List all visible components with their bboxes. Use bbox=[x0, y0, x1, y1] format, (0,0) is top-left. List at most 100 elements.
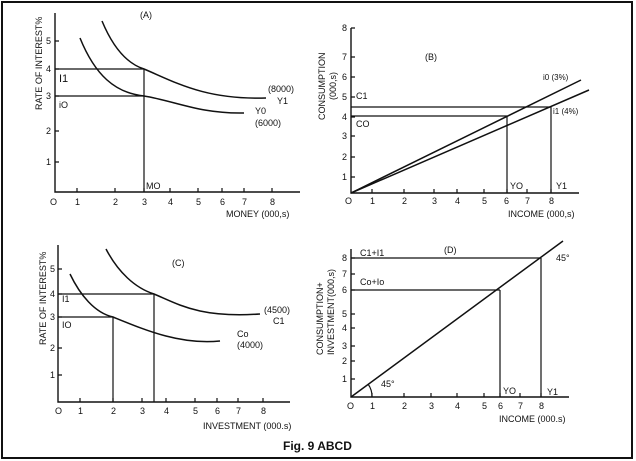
tick-label: 8 bbox=[270, 197, 275, 207]
angle-arc bbox=[367, 383, 373, 398]
label-c0: CO bbox=[356, 119, 370, 129]
panel-d-axes bbox=[350, 249, 569, 398]
tick-label: 4 bbox=[342, 323, 347, 333]
label-y0: Y0 bbox=[255, 106, 266, 116]
panel-b-ticks bbox=[351, 27, 552, 193]
panel-c-ytick-labels: 1 2 3 4 5 bbox=[50, 264, 55, 380]
tick-label: 4 bbox=[164, 406, 169, 416]
panel-a-title: (A) bbox=[140, 10, 152, 20]
tick-label: 3 bbox=[432, 196, 437, 206]
panel-b-xtick-labels: O 1 2 3 4 5 6 7 8 bbox=[345, 196, 554, 206]
tick-label: 5 bbox=[46, 36, 51, 46]
panel-c-xtick-labels: O 1 2 3 4 5 6 7 8 bbox=[55, 406, 266, 416]
panel-a-axes bbox=[54, 13, 300, 193]
tick-label: 2 bbox=[46, 126, 51, 136]
tick-label: 1 bbox=[370, 401, 375, 411]
label-y1: Y1 bbox=[277, 96, 288, 106]
tick-label: 5 bbox=[50, 264, 55, 274]
curve-y1 bbox=[101, 20, 267, 99]
label-y1: Y1 bbox=[547, 387, 558, 397]
label-c1-value: (4500) bbox=[264, 305, 290, 315]
line-i1 bbox=[350, 89, 590, 194]
label-i0-line: i0 (3%) bbox=[543, 73, 569, 82]
panel-a-ticks bbox=[55, 40, 273, 192]
panel-b-title: (B) bbox=[425, 52, 437, 62]
tick-label: 3 bbox=[342, 341, 347, 351]
panel-c: (C) RATE OF INTEREST% INVESTMENT (000.s)… bbox=[38, 245, 291, 431]
panel-b-ylabel: CONSUMPTION bbox=[317, 53, 327, 121]
tick-label: 3 bbox=[50, 312, 55, 322]
panel-c-ylabel: RATE OF INTEREST% bbox=[38, 252, 48, 345]
tick-label: 4 bbox=[455, 196, 460, 206]
tick-label: 7 bbox=[342, 269, 347, 279]
label-c1: C1 bbox=[356, 91, 368, 101]
line-45-degree bbox=[350, 240, 564, 398]
label-c0-value: (4000) bbox=[237, 340, 263, 350]
tick-label: 2 bbox=[402, 401, 407, 411]
label-y1-value: (8000) bbox=[268, 84, 294, 94]
label-c0-i0: Co+Io bbox=[360, 277, 384, 287]
tick-label: 4 bbox=[50, 289, 55, 299]
tick-label: 1 bbox=[370, 196, 375, 206]
tick-label: O bbox=[50, 197, 57, 207]
panel-a-ylabel: RATE OF INTEREST% bbox=[34, 17, 44, 110]
panel-d-xtick-labels: O 1 2 3 4 5 6 7 8 bbox=[347, 401, 544, 411]
label-i1: I1 bbox=[62, 294, 70, 304]
panel-d-title: (D) bbox=[444, 245, 457, 255]
tick-label: 5 bbox=[342, 92, 347, 102]
tick-label: 8 bbox=[342, 23, 347, 33]
tick-label: 4 bbox=[168, 197, 173, 207]
tick-label: 3 bbox=[342, 131, 347, 141]
panel-b-axes bbox=[350, 28, 579, 194]
panel-d-ylabel-2: INVESTMENT(000,s) bbox=[326, 269, 336, 355]
tick-label: 7 bbox=[242, 197, 247, 207]
tick-label: 1 bbox=[75, 197, 80, 207]
tick-label: 1 bbox=[78, 406, 83, 416]
label-i1: I1 bbox=[59, 73, 68, 85]
tick-label: 6 bbox=[504, 196, 509, 206]
tick-label: 1 bbox=[46, 157, 51, 167]
tick-label: 1 bbox=[342, 172, 347, 182]
label-i0: IO bbox=[62, 320, 72, 330]
tick-label: 5 bbox=[482, 401, 487, 411]
tick-label: 7 bbox=[518, 401, 523, 411]
tick-label: 6 bbox=[215, 406, 220, 416]
panel-c-ticks bbox=[58, 268, 264, 402]
tick-label: 3 bbox=[140, 406, 145, 416]
panel-a-ytick-labels: 1 2 3 4 5 bbox=[46, 36, 51, 167]
tick-label: O bbox=[55, 406, 62, 416]
panel-b-ytick-labels: 1 2 3 4 5 6 7 8 bbox=[342, 23, 347, 182]
tick-label: 1 bbox=[342, 374, 347, 384]
tick-label: O bbox=[345, 196, 352, 206]
tick-label: 5 bbox=[342, 309, 347, 319]
panel-c-title: (C) bbox=[172, 258, 185, 268]
line-i0 bbox=[350, 79, 582, 194]
panel-d: (D) CONSUMPTION+ INVESTMENT(000,s) INCOM… bbox=[315, 240, 570, 424]
tick-label: 6 bbox=[342, 285, 347, 295]
tick-label: 2 bbox=[111, 406, 116, 416]
label-i1-line: i1 (4%) bbox=[553, 107, 579, 116]
panel-c-axes bbox=[57, 245, 290, 403]
label-y0: YO bbox=[510, 181, 523, 191]
tick-label: 8 bbox=[539, 401, 544, 411]
tick-label: 2 bbox=[402, 196, 407, 206]
tick-label: 8 bbox=[261, 406, 266, 416]
label-y1: Y1 bbox=[556, 181, 567, 191]
tick-label: 5 bbox=[196, 197, 201, 207]
panel-a: (A) RATE OF INTEREST% MONEY (000,s) 1 2 3 4… bbox=[34, 10, 300, 219]
label-c0: Co bbox=[237, 329, 249, 339]
tick-label: 4 bbox=[342, 112, 347, 122]
figure-caption: Fig. 9 ABCD bbox=[283, 439, 352, 453]
tick-label: 7 bbox=[342, 52, 347, 62]
tick-label: 6 bbox=[498, 401, 503, 411]
label-m0: MO bbox=[146, 181, 161, 191]
panel-b-ylabel-units: (000,s) bbox=[328, 72, 338, 100]
label-y0: YO bbox=[503, 386, 516, 396]
tick-label: 8 bbox=[549, 196, 554, 206]
tick-label: 2 bbox=[342, 356, 347, 366]
panel-c-xlabel: INVESTMENT (000.s) bbox=[203, 421, 291, 431]
panel-d-guides bbox=[351, 257, 542, 397]
panel-a-xlabel: MONEY (000,s) bbox=[226, 209, 289, 219]
